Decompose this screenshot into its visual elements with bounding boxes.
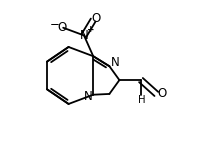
Text: O: O <box>157 87 166 100</box>
Text: +: + <box>87 25 95 34</box>
Text: −: − <box>50 18 60 31</box>
Text: N: N <box>80 29 88 42</box>
Text: N: N <box>111 56 120 69</box>
Text: H: H <box>138 95 145 105</box>
Text: O: O <box>92 12 101 25</box>
Text: N: N <box>83 90 92 103</box>
Text: O: O <box>57 21 66 34</box>
